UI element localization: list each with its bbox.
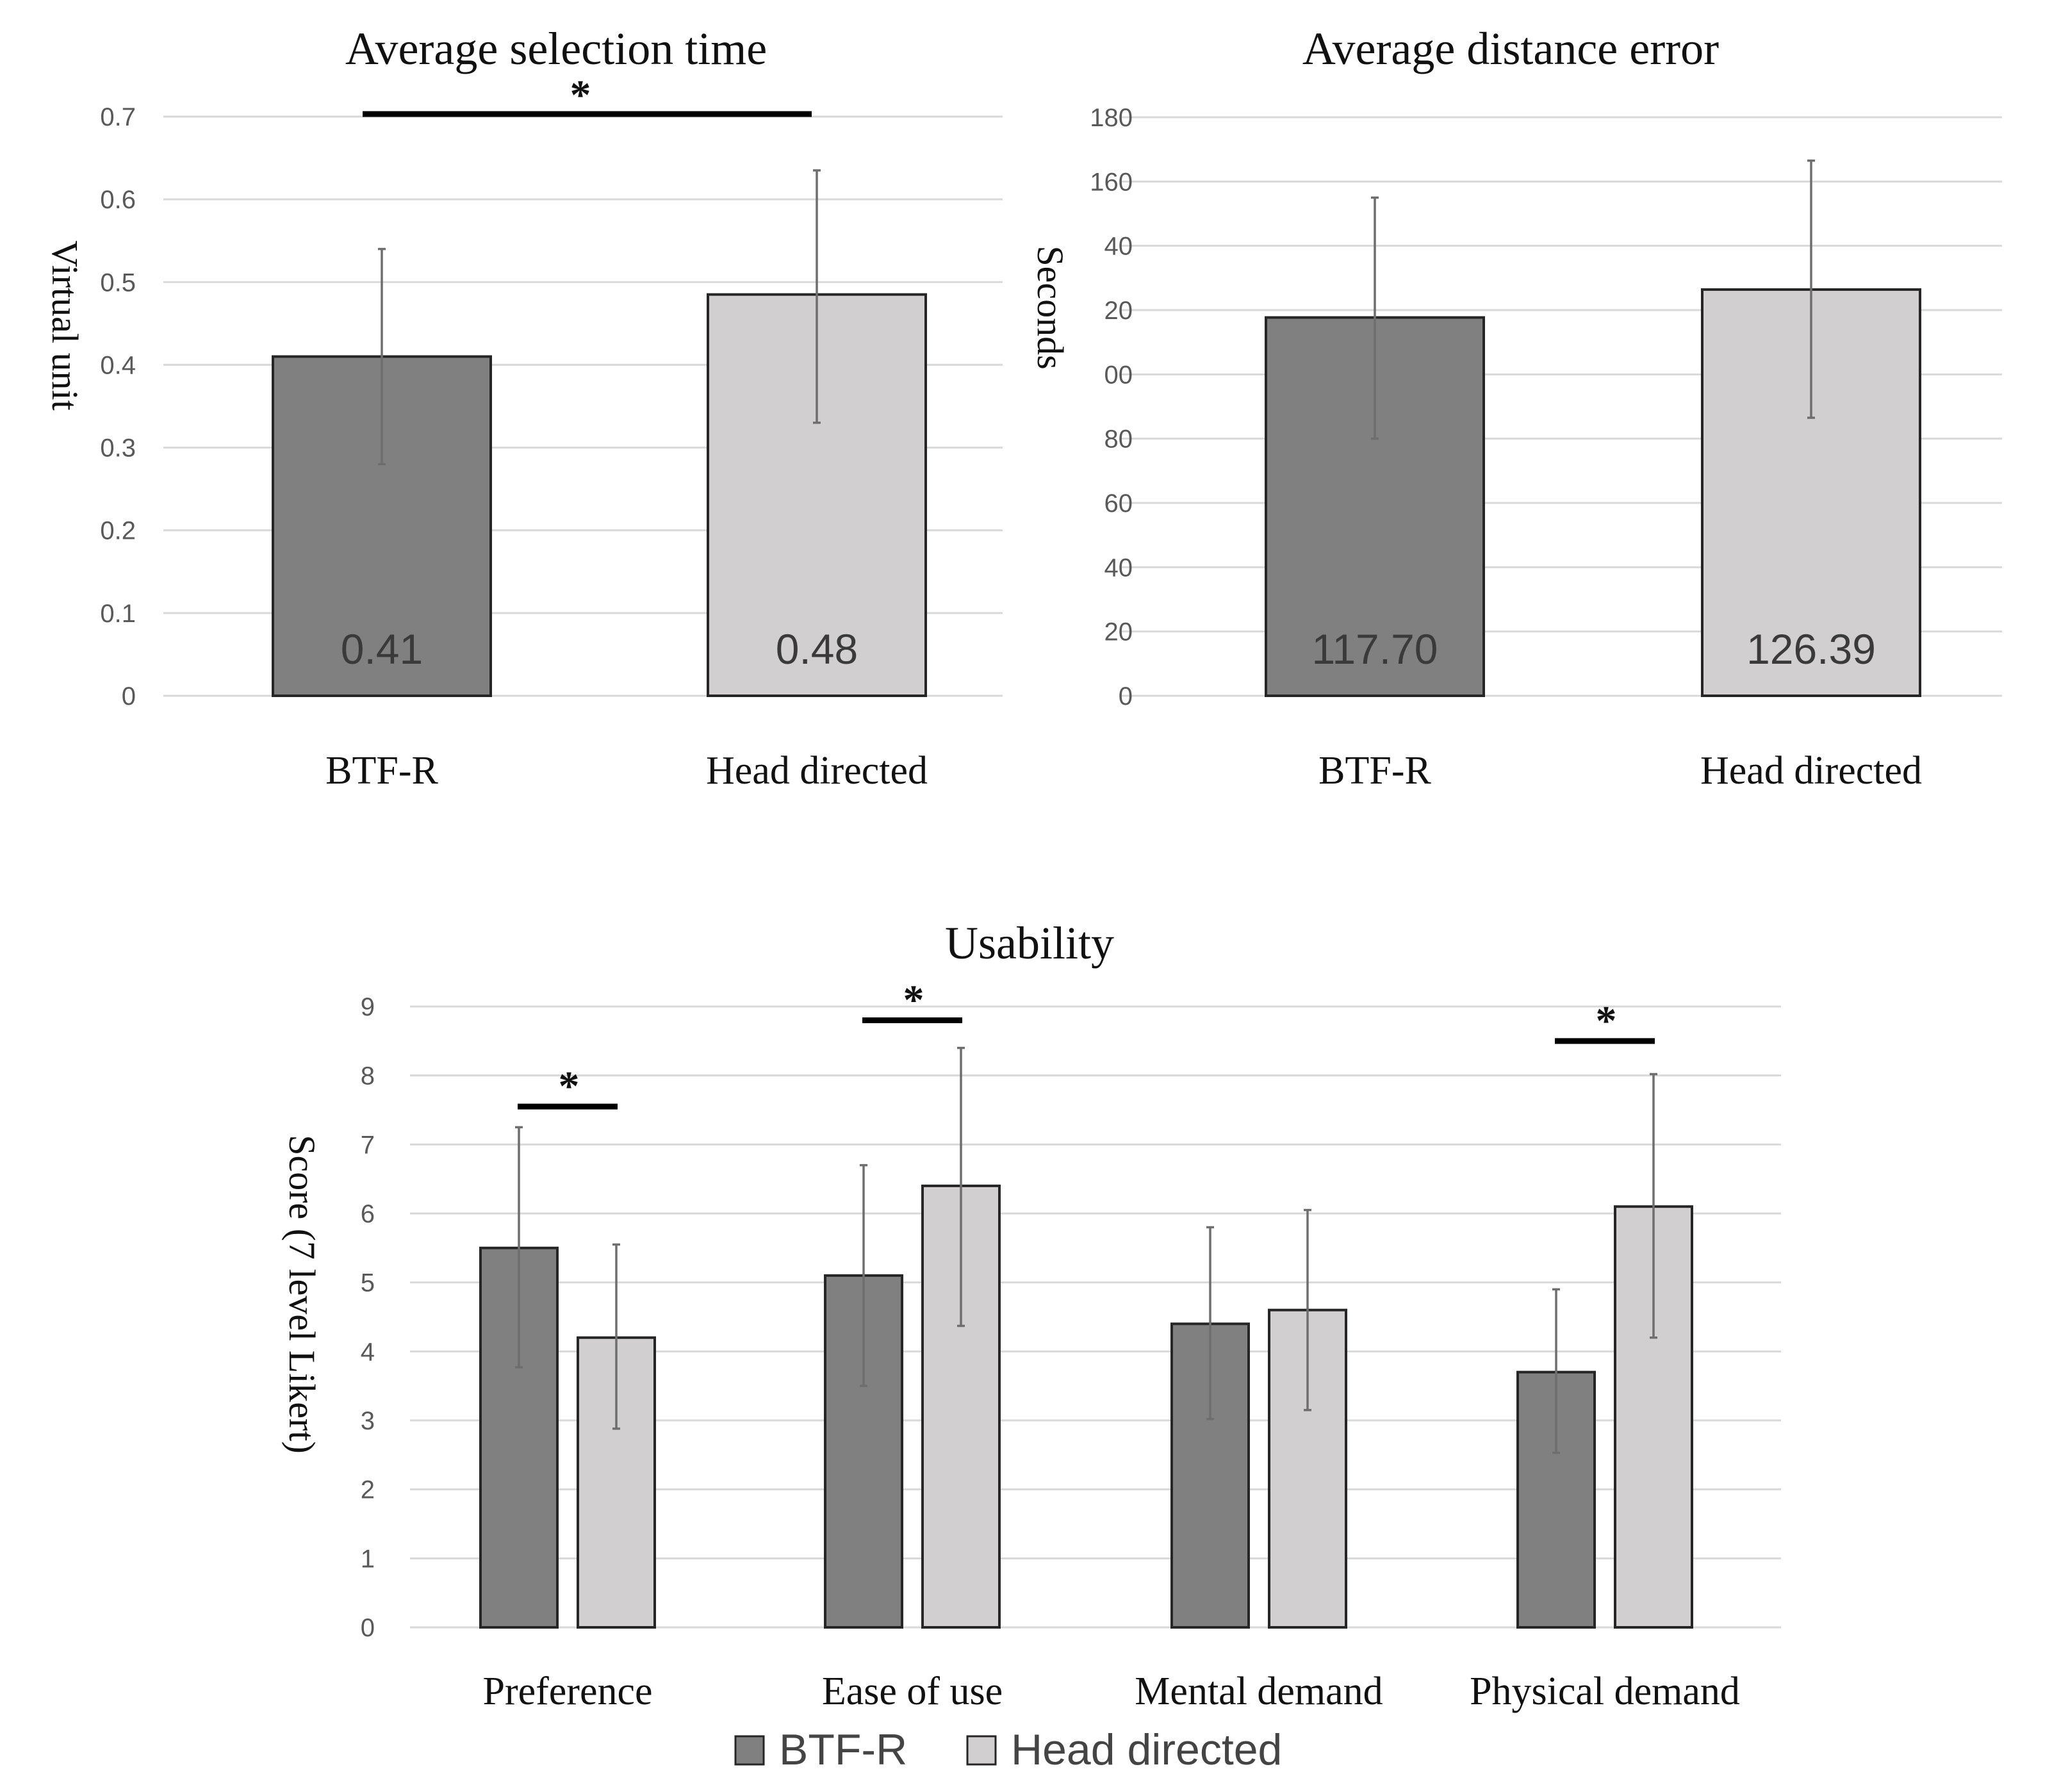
data-label: 0.48 [776, 625, 858, 673]
chart-average-selection-time: Average selection time Virtual unit 0 0.1… [44, 23, 1003, 793]
legend-swatch-btf-r [734, 1735, 765, 1766]
x-tick-label: BTF-R [1318, 749, 1431, 793]
y-tick-label: 6 [361, 1200, 375, 1228]
significance-star: * [559, 1063, 580, 1110]
x-tick-label: Mental demand [1135, 1670, 1383, 1713]
y-tick-label: 40 [1104, 554, 1133, 582]
y-tick-label: 0.5 [100, 268, 136, 297]
significance-star: * [903, 977, 924, 1024]
legend-label-btf-r: BTF-R [779, 1725, 907, 1774]
x-tick-label: Head directed [1700, 749, 1922, 793]
legend: BTF-R Head directed [734, 1725, 1282, 1774]
significance-star: * [570, 72, 591, 119]
y-tick-label: 00 [1104, 361, 1133, 389]
legend-swatch-head-directed [966, 1735, 997, 1766]
chart3-error-bars [515, 1046, 1657, 1454]
y-tick-label: 80 [1104, 425, 1133, 454]
y-tick-label: 180 [1090, 104, 1133, 132]
chart3-significance: * * * [518, 977, 1655, 1110]
y-tick-label: 5 [361, 1269, 375, 1297]
y-tick-label: 1 [361, 1545, 375, 1573]
data-label: 126.39 [1746, 625, 1876, 673]
y-tick-label: 0.2 [100, 517, 136, 545]
y-tick-label: 160 [1090, 168, 1133, 196]
x-tick-label: Head directed [706, 749, 928, 793]
y-tick-label: 8 [361, 1062, 375, 1090]
chart3-bars [479, 1184, 1693, 1629]
y-tick-label: 2 [361, 1476, 375, 1504]
data-label: 117.70 [1312, 625, 1438, 673]
y-tick-label: 0.6 [100, 186, 136, 214]
y-tick-label: 0 [1119, 682, 1133, 711]
x-tick-label: Physical demand [1470, 1670, 1740, 1713]
chart3-y-axis-label: Score (7 level Likert) [281, 1135, 323, 1454]
chart3-y-ticks: 0 1 2 3 4 5 6 7 8 9 [361, 993, 375, 1642]
chart2-y-axis-label: Seconds [1030, 245, 1071, 369]
y-tick-label: 0.1 [100, 600, 136, 628]
chart1-data-labels: 0.41 0.48 [341, 625, 858, 673]
x-tick-label: BTF-R [325, 749, 438, 793]
chart1-significance: * [363, 72, 812, 119]
data-label: 0.41 [341, 625, 423, 673]
x-tick-label: Ease of use [822, 1670, 1003, 1713]
chart2-error-bars [1371, 159, 1815, 440]
chart-average-distance-error: Average distance error Seconds 0 20 40 60 80… [1030, 23, 2002, 793]
y-tick-label: 20 [1104, 297, 1133, 325]
chart1-y-axis-label: Virtual unit [44, 240, 86, 411]
y-tick-label: 0.4 [100, 351, 136, 379]
chart2-x-labels: BTF-R Head directed [1318, 749, 1922, 793]
chart-usability: Usability Score (7 level Likert) 0 1 2 3 4 5 6… [281, 917, 1781, 1713]
chart1-error-bars [378, 169, 821, 466]
chart2-data-labels: 117.70 126.39 [1312, 625, 1876, 673]
y-tick-label: 9 [361, 993, 375, 1021]
chart3-title: Usability [945, 917, 1114, 969]
y-tick-label: 60 [1104, 489, 1133, 518]
legend-label-head-directed: Head directed [1011, 1725, 1282, 1774]
y-tick-label: 3 [361, 1407, 375, 1435]
y-tick-label: 0 [122, 682, 136, 711]
chart1-y-ticks: 0 0.1 0.2 0.3 0.4 0.5 0.6 0.7 [100, 103, 136, 711]
y-tick-label: 40 [1104, 233, 1133, 261]
y-tick-label: 20 [1104, 618, 1133, 646]
y-tick-label: 4 [361, 1338, 375, 1366]
y-tick-label: 0.3 [100, 434, 136, 463]
significance-star: * [1596, 998, 1617, 1044]
x-tick-label: Preference [482, 1670, 652, 1713]
chart2-title: Average distance error [1302, 23, 1719, 74]
chart1-title: Average selection time [345, 23, 767, 74]
y-tick-label: 7 [361, 1131, 375, 1159]
y-tick-label: 0 [361, 1614, 375, 1642]
chart1-x-labels: BTF-R Head directed [325, 749, 928, 793]
y-tick-label: 0.7 [100, 103, 136, 131]
chart2-y-ticks: 0 20 40 60 80 00 20 40 160 180 [1090, 104, 1133, 711]
chart3-x-labels: Preference Ease of use Mental demand Physic… [482, 1670, 1739, 1713]
